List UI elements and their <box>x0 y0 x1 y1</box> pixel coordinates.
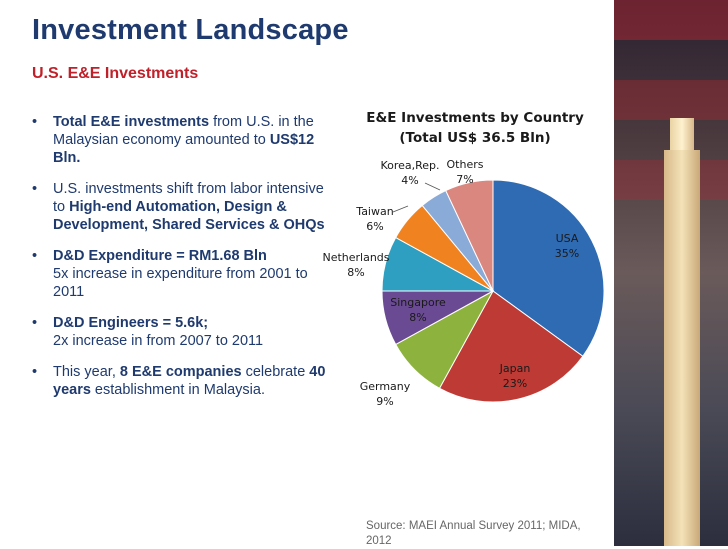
bullet-text: D&D Expenditure = RM1.68 Bln <box>53 248 267 264</box>
slide-subtitle: U.S. E&E Investments <box>32 65 199 82</box>
pie-label-value: 8% <box>347 266 365 279</box>
pie-label-value: 8% <box>409 311 427 324</box>
bullet-text: establishment in Malaysia. <box>90 382 265 398</box>
bullet-text: This year, <box>53 364 120 380</box>
bullet-item: • D&D Engineers = 5.6k; 2x increase in fro… <box>32 314 332 350</box>
bullet-text: Total E&E investments <box>53 114 210 130</box>
slide-title: Investment Landscape <box>32 14 349 46</box>
pie-label-name: Taiwan <box>356 205 394 218</box>
bullet-dot: • <box>32 364 38 380</box>
chart-title-line-1: E&E Investments by Country <box>366 110 584 126</box>
pie-label: Korea,Rep. 4% <box>365 158 455 188</box>
flag-stripe <box>614 0 728 40</box>
bullet-dot: • <box>32 181 38 197</box>
flag-stripe <box>614 80 728 120</box>
pie-label-value: 9% <box>376 395 394 408</box>
chart-title: E&E Investments by Country (Total US$ 36… <box>340 108 610 148</box>
pie-label-value: 6% <box>366 220 384 233</box>
pie-label-name: Korea,Rep. <box>380 159 440 172</box>
bullet-text: from U.S. in the Malaysian economy amoun… <box>53 114 314 148</box>
bullet-item: • D&D Expenditure = RM1.68 Bln 5x increase… <box>32 247 332 301</box>
pie-label-value: 4% <box>401 174 419 187</box>
tower-top <box>670 118 694 152</box>
pie-leader-line <box>424 182 441 191</box>
pie-slice-others <box>445 179 494 292</box>
pie-label-value: 35% <box>554 247 580 260</box>
bullet-text: High-end Automation, Design & Developmen… <box>53 199 325 233</box>
tower <box>664 150 700 546</box>
bullet-dot: • <box>32 315 38 331</box>
bullet-item: • This year, 8 E&E companies celebrate 40… <box>32 363 332 399</box>
pie-label-name: Netherlands <box>322 251 390 264</box>
pie-leader-line <box>392 205 409 213</box>
bullet-item: • U.S. investments shift from labor inten… <box>32 180 332 234</box>
pie-label-name: USA <box>555 232 579 245</box>
pie-label-value: 7% <box>456 173 474 186</box>
pie-label: Germany 9% <box>340 379 430 409</box>
skyline-photo <box>614 0 728 546</box>
pie-label: Japan 23% <box>470 361 560 391</box>
chart-title-line-2: (Total US$ 36.5 Bln) <box>399 130 551 146</box>
bullet-item: • Total E&E investments from U.S. in the … <box>32 113 332 167</box>
pie-slice-japan <box>438 290 584 403</box>
pie-label: Others 7% <box>420 157 510 187</box>
pie-label: Netherlands 8% <box>311 250 401 280</box>
source-note: Source: MAEI Annual Survey 2011; MIDA, 2… <box>366 520 581 547</box>
bullet-text: 8 E&E companies <box>119 364 242 380</box>
bullet-text: 40 years <box>53 364 326 398</box>
bullet-list: • Total E&E investments from U.S. in the … <box>32 113 332 412</box>
pie-label-value: 23% <box>502 377 528 390</box>
pie-slice-usa <box>492 179 605 357</box>
bullet-text: 5x increase in expenditure from 2001 to … <box>53 266 308 300</box>
pie-label: Taiwan 6% <box>330 204 420 234</box>
bullet-dot: • <box>32 114 38 130</box>
bullet-text: celebrate <box>241 364 310 380</box>
bullet-text: U.S. investments shift from labor intens… <box>53 181 324 215</box>
pie-label-name: Germany <box>359 380 411 393</box>
pie-label: Singapore 8% <box>373 295 463 325</box>
bullet-text: US$12 Bln. <box>53 132 315 166</box>
bullet-dot: • <box>32 248 38 264</box>
pie-label: USA 35% <box>522 231 612 261</box>
pie-label-name: Singapore <box>390 296 446 309</box>
bullet-text: 2x increase in from 2007 to 2011 <box>53 333 264 349</box>
pie-label-name: Others <box>446 158 484 171</box>
pie-label-name: Japan <box>499 362 531 375</box>
bullet-text: D&D Engineers = 5.6k; <box>53 315 209 331</box>
